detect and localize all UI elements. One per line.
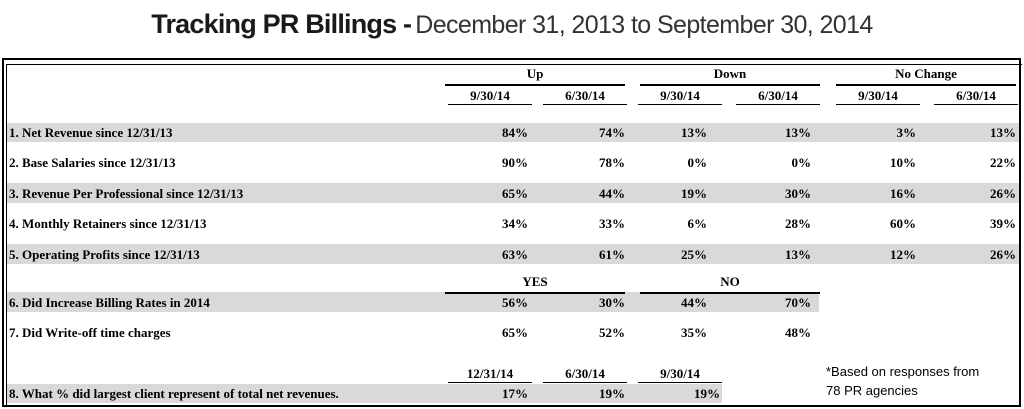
date-rule-down-a: [638, 104, 722, 105]
table-inner-frame: [6, 64, 1022, 406]
row-7-label: 7. Did Write-off time charges: [9, 325, 171, 340]
row-2-up-b: 78%: [599, 155, 625, 170]
row-5-down-a: 25%: [681, 247, 707, 262]
row-3-up-b: 44%: [599, 186, 625, 201]
row-band-3: [7, 183, 1019, 203]
row-2-up-a: 90%: [502, 155, 528, 170]
row-1-down-b: 13%: [785, 125, 811, 140]
group-rule-up: [445, 84, 625, 86]
row-1-up-a: 84%: [502, 125, 528, 140]
date-rule-nochange-a: [836, 104, 920, 105]
row-4-down-b: 28%: [785, 216, 811, 231]
row-3-nochange-a: 16%: [890, 186, 916, 201]
row-band-6: [7, 292, 819, 312]
page-title: Tracking PR Billings - December 31, 2013…: [0, 4, 1024, 44]
date-header-nochange-b: 6/30/14: [956, 88, 996, 103]
no-header: NO: [720, 274, 740, 289]
row-2-down-a: 0%: [687, 155, 708, 170]
date-header-up-b: 6/30/14: [565, 88, 605, 103]
date-header-nochange-a: 9/30/14: [858, 88, 898, 103]
date-rule-up-a: [448, 104, 532, 105]
row-1-up-b: 74%: [599, 125, 625, 140]
row-4-label: 4. Monthly Retainers since 12/31/13: [9, 216, 207, 231]
row-7-no-b: 48%: [785, 325, 811, 340]
date-rule-up-b: [543, 104, 627, 105]
row-7-yes-b: 52%: [599, 325, 625, 340]
row-3-nochange-b: 26%: [990, 186, 1016, 201]
row-1-label: 1. Net Revenue since 12/31/13: [9, 125, 173, 140]
client-date-header-3: 9/30/14: [660, 366, 700, 381]
row-1-nochange-b: 13%: [990, 125, 1016, 140]
group-header-no-change: No Change: [895, 66, 957, 81]
row-8-value-1: 17%: [502, 386, 528, 401]
row-6-label: 6. Did Increase Billing Rates in 2014: [9, 295, 210, 310]
row-3-down-a: 19%: [681, 186, 707, 201]
row-6-yes-b: 30%: [599, 295, 625, 310]
row-5-up-b: 61%: [599, 247, 625, 262]
row-1-down-a: 13%: [681, 125, 707, 140]
yes-rule: [445, 292, 625, 294]
row-8-value-2: 19%: [599, 386, 625, 401]
row-1-nochange-a: 3%: [896, 125, 917, 140]
group-header-up: Up: [526, 66, 544, 81]
row-3-up-a: 65%: [502, 186, 528, 201]
row-5-up-a: 63%: [502, 247, 528, 262]
date-header-down-b: 6/30/14: [758, 88, 798, 103]
row-7-yes-a: 65%: [502, 325, 528, 340]
client-date-header-2: 6/30/14: [565, 366, 605, 381]
row-8-label: 8. What % did largest client represent o…: [9, 386, 339, 401]
row-4-down-a: 6%: [687, 216, 708, 231]
row-4-up-a: 34%: [502, 216, 528, 231]
client-date-rule-1: [448, 382, 532, 383]
group-rule-down: [640, 84, 820, 86]
yes-header: YES: [522, 274, 548, 289]
row-8-value-3: 19%: [694, 386, 720, 401]
row-2-nochange-a: 10%: [890, 155, 916, 170]
row-3-label: 3. Revenue Per Professional since 12/31/…: [9, 186, 244, 201]
row-band-1: [7, 123, 1019, 142]
row-6-no-a: 44%: [681, 295, 707, 310]
row-3-down-b: 30%: [785, 186, 811, 201]
row-6-no-b: 70%: [785, 295, 811, 310]
client-date-rule-2: [543, 382, 627, 383]
title-date-range: December 31, 2013 to September 30, 2014: [415, 11, 873, 39]
title-main: Tracking PR Billings -: [151, 9, 412, 39]
row-5-nochange-a: 12%: [890, 247, 916, 262]
date-header-down-a: 9/30/14: [660, 88, 700, 103]
row-6-yes-a: 56%: [502, 295, 528, 310]
row-7-no-a: 35%: [681, 325, 707, 340]
date-rule-down-b: [736, 104, 820, 105]
row-5-nochange-b: 26%: [990, 247, 1016, 262]
client-date-header-1: 12/31/14: [466, 366, 514, 381]
date-rule-nochange-b: [934, 104, 1018, 105]
row-5-down-b: 13%: [785, 247, 811, 262]
client-date-rule-3: [638, 382, 722, 383]
row-2-down-b: 0%: [791, 155, 812, 170]
row-4-up-b: 33%: [599, 216, 625, 231]
footnote-line-2: 78 PR agencies: [826, 383, 918, 398]
row-4-nochange-a: 60%: [890, 216, 916, 231]
row-4-nochange-b: 39%: [990, 216, 1016, 231]
date-header-up-a: 9/30/14: [470, 88, 510, 103]
row-band-5: [7, 244, 1019, 264]
row-2-nochange-b: 22%: [990, 155, 1016, 170]
table-frame: [2, 58, 1021, 407]
row-band-8: [7, 384, 722, 403]
row-5-label: 5. Operating Profits since 12/31/13: [9, 247, 200, 262]
no-rule: [640, 292, 820, 294]
row-2-label: 2. Base Salaries since 12/31/13: [9, 155, 176, 170]
footnote-line-1: *Based on responses from: [826, 364, 980, 379]
group-header-down: Down: [713, 66, 747, 81]
group-rule-no-change: [836, 84, 1016, 86]
